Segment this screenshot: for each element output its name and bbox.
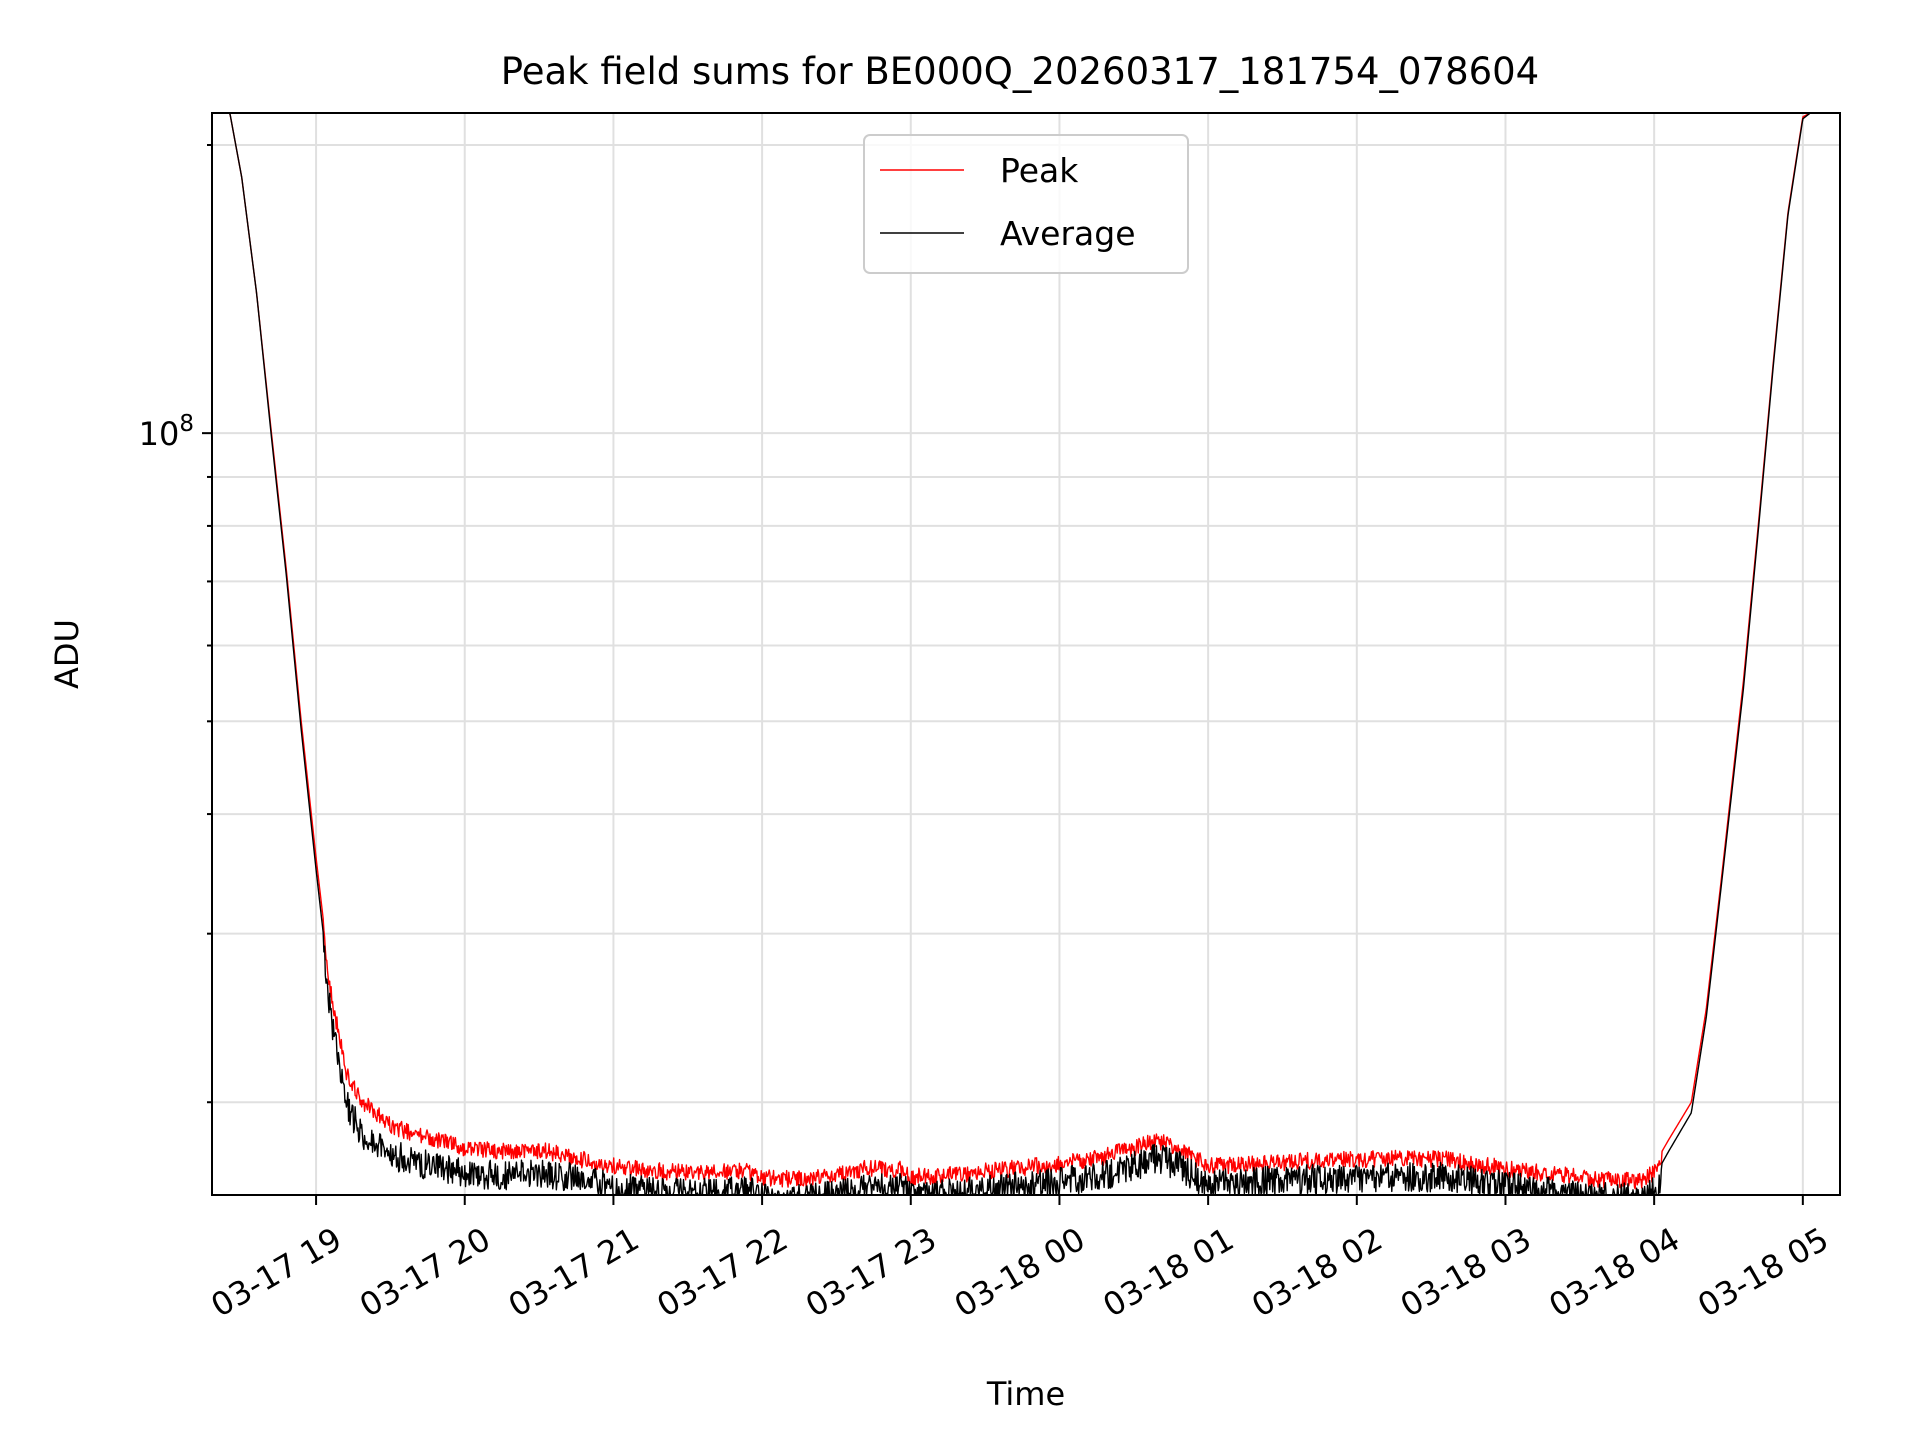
legend: Peak Average bbox=[863, 134, 1189, 274]
y-axis-label: ADU bbox=[48, 619, 86, 689]
x-axis-label: Time bbox=[986, 1375, 1065, 1413]
legend-label-peak: Peak bbox=[1000, 151, 1079, 190]
series-line-peak bbox=[212, 112, 1811, 1190]
plot-frame bbox=[211, 112, 1841, 1196]
chart-title: Peak field sums for BE000Q_20260317_1817… bbox=[501, 50, 1539, 93]
legend-label-average: Average bbox=[1000, 214, 1136, 253]
grid-layer bbox=[212, 113, 1840, 1195]
